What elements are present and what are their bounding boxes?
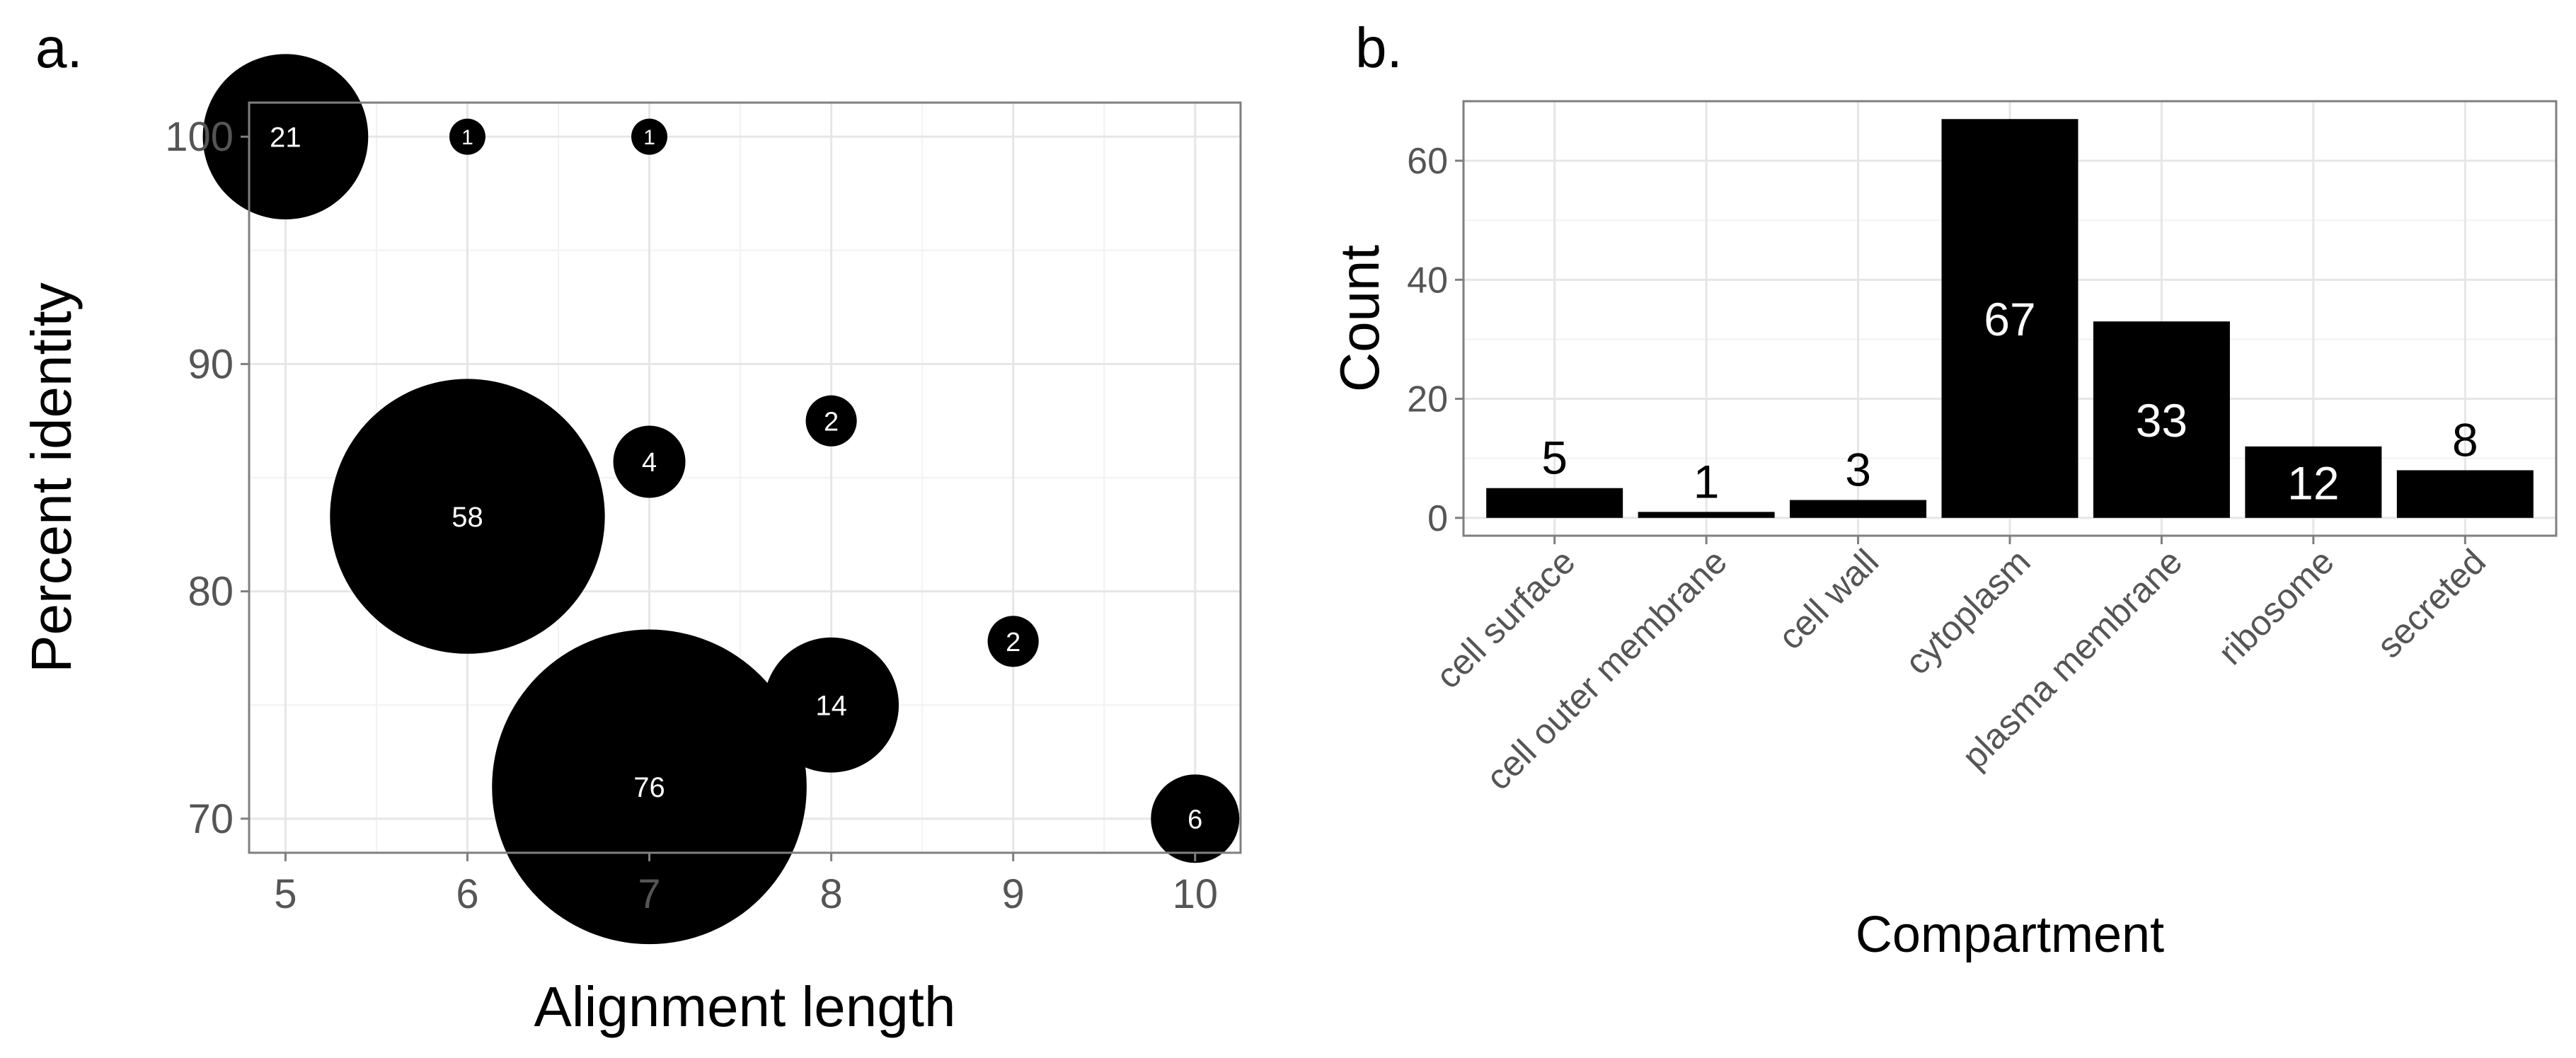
bar-value-label: 33 <box>2136 394 2187 447</box>
x-axis-title: Alignment length <box>534 975 956 1038</box>
bubble-point <box>492 629 807 945</box>
bar-value-label: 1 <box>1694 455 1720 507</box>
bubble-label: 2 <box>1006 628 1020 657</box>
bar-value-label: 3 <box>1845 444 1871 496</box>
y-tick-label: 0 <box>1427 498 1448 539</box>
bubble-label: 2 <box>824 407 839 437</box>
bubble-label: 1 <box>461 126 473 149</box>
y-tick-label: 40 <box>1407 260 1448 301</box>
bar <box>2396 470 2534 518</box>
bubble-label: 4 <box>642 448 657 478</box>
bubble-point <box>631 118 668 155</box>
y-tick-label: 80 <box>188 569 234 615</box>
x-tick-label: 8 <box>820 871 842 917</box>
bubble-point <box>1151 774 1240 863</box>
bubble-label: 58 <box>452 502 483 533</box>
y-tick-label: 20 <box>1407 379 1448 420</box>
x-tick-label: 9 <box>1002 871 1025 917</box>
bar-value-label: 67 <box>1984 293 2035 345</box>
bubble-point <box>987 616 1039 667</box>
bubble-label: 76 <box>633 772 665 803</box>
bubble-point <box>202 54 369 220</box>
bar <box>1638 512 1775 518</box>
bar-value-label: 5 <box>1541 432 1568 484</box>
x-tick-label: 10 <box>1172 871 1218 917</box>
bubble-point <box>449 118 485 155</box>
plot-frame <box>248 101 1242 854</box>
bar <box>1486 488 1623 518</box>
x-tick-label: ribosome <box>2211 541 2342 672</box>
bubble-label: 14 <box>815 691 847 722</box>
bubble-point <box>764 637 899 773</box>
y-tick-label: 100 <box>165 114 234 160</box>
bar <box>1790 500 1927 518</box>
bubble-point <box>330 379 605 654</box>
x-tick-label: 5 <box>274 871 297 917</box>
x-tick-label: secreted <box>2369 541 2493 665</box>
y-tick-label: 60 <box>1407 141 1448 182</box>
x-tick-label: 6 <box>456 871 478 917</box>
panel-a-label: a. <box>35 16 83 79</box>
bar-value-label: 8 <box>2452 413 2478 466</box>
bubble-label: 1 <box>643 126 655 149</box>
panel-b-label: b. <box>1355 16 1403 79</box>
x-tick-label: cell surface <box>1428 541 1582 696</box>
bubble-point <box>613 425 686 498</box>
bubble-label: 6 <box>1188 805 1202 834</box>
x-tick-label: 7 <box>638 871 660 917</box>
x-tick-label: cytoplasm <box>1897 541 2038 682</box>
bubble-point <box>805 395 857 447</box>
bubble-label: 21 <box>270 122 301 154</box>
y-tick-label: 70 <box>188 796 234 842</box>
y-tick-label: 90 <box>188 341 234 387</box>
bar <box>2093 321 2230 518</box>
bar <box>2245 446 2382 518</box>
bar-value-label: 12 <box>2287 456 2339 509</box>
y-axis-title: Count <box>1328 245 1391 392</box>
bar <box>1941 119 2078 518</box>
x-axis-title: Compartment <box>1856 907 2164 963</box>
y-axis-title: Percent identity <box>20 282 83 672</box>
x-tick-label: cell wall <box>1771 541 1886 657</box>
